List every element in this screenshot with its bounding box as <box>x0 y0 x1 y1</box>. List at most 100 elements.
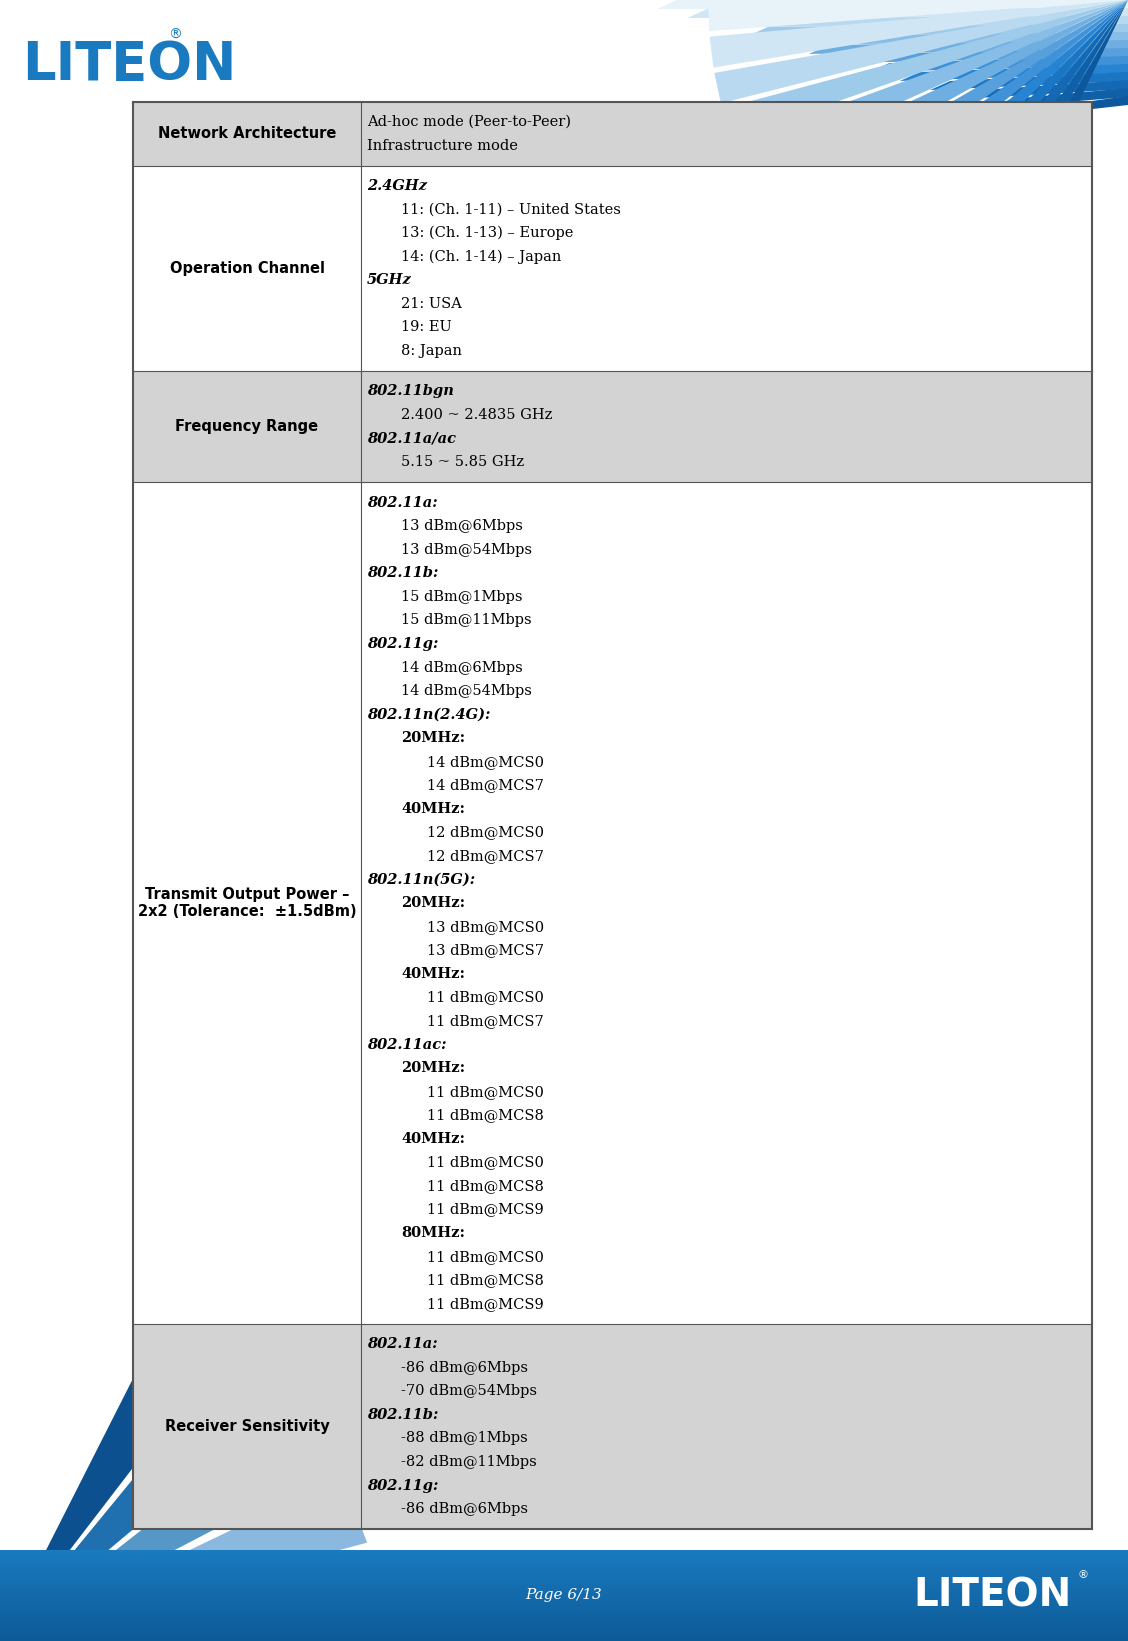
Polygon shape <box>809 39 1128 54</box>
Polygon shape <box>858 0 1128 341</box>
Text: 11 dBm@MCS8: 11 dBm@MCS8 <box>426 1273 544 1287</box>
Text: 13 dBm@MCS7: 13 dBm@MCS7 <box>426 944 544 957</box>
Text: 802.11g:: 802.11g: <box>367 1479 438 1493</box>
Polygon shape <box>748 25 1128 36</box>
Polygon shape <box>748 0 1128 205</box>
Text: 13 dBm@MCS0: 13 dBm@MCS0 <box>426 919 544 934</box>
Polygon shape <box>687 8 1128 18</box>
Text: 11 dBm@MCS0: 11 dBm@MCS0 <box>426 1085 544 1099</box>
Polygon shape <box>656 0 1128 8</box>
Text: 19: EU: 19: EU <box>402 320 452 335</box>
Text: 802.11a:: 802.11a: <box>367 1337 438 1351</box>
Polygon shape <box>1021 97 1128 117</box>
Text: LITEON: LITEON <box>23 39 237 90</box>
Text: 802.11b:: 802.11b: <box>367 1408 438 1421</box>
Polygon shape <box>990 89 1128 108</box>
Polygon shape <box>0 1347 291 1641</box>
Text: 802.11n(2.4G):: 802.11n(2.4G): <box>367 707 491 722</box>
Text: 14 dBm@54Mbps: 14 dBm@54Mbps <box>402 684 532 697</box>
Text: -86 dBm@6Mbps: -86 dBm@6Mbps <box>402 1502 528 1516</box>
Polygon shape <box>0 1301 231 1641</box>
Text: Transmit Output Power –
2x2 (Tolerance:  ±1.5dBm): Transmit Output Power – 2x2 (Tolerance: … <box>138 888 356 919</box>
Text: -86 dBm@6Mbps: -86 dBm@6Mbps <box>402 1360 528 1375</box>
Text: 2.4GHz: 2.4GHz <box>367 179 426 194</box>
Text: 12 dBm@MCS0: 12 dBm@MCS0 <box>426 825 544 840</box>
Text: 802.11a/ac: 802.11a/ac <box>367 432 456 446</box>
Text: 802.11n(5G):: 802.11n(5G): <box>367 873 475 886</box>
Text: 802.11b:: 802.11b: <box>367 566 438 581</box>
Polygon shape <box>714 0 1128 103</box>
Text: 802.11bgn: 802.11bgn <box>367 384 453 399</box>
Text: 20MHz:: 20MHz: <box>402 1062 465 1075</box>
Text: 11 dBm@MCS0: 11 dBm@MCS0 <box>426 1250 544 1264</box>
Text: LITEON: LITEON <box>914 1577 1072 1615</box>
Text: -88 dBm@1Mbps: -88 dBm@1Mbps <box>402 1431 528 1446</box>
Bar <box>133 482 1092 1324</box>
Text: 11 dBm@MCS8: 11 dBm@MCS8 <box>426 1108 544 1122</box>
Bar <box>133 1324 1092 1529</box>
Bar <box>133 166 1092 371</box>
Text: 11 dBm@MCS9: 11 dBm@MCS9 <box>426 1296 544 1311</box>
Text: 21: USA: 21: USA <box>402 297 462 310</box>
Polygon shape <box>778 33 1128 44</box>
Polygon shape <box>0 1477 367 1641</box>
Text: 11 dBm@MCS0: 11 dBm@MCS0 <box>426 1155 544 1170</box>
Polygon shape <box>931 72 1128 90</box>
Polygon shape <box>733 0 1128 172</box>
Polygon shape <box>870 56 1128 72</box>
Text: 15 dBm@11Mbps: 15 dBm@11Mbps <box>402 614 531 627</box>
Text: 13 dBm@6Mbps: 13 dBm@6Mbps <box>402 519 523 533</box>
Text: Receiver Sensitivity: Receiver Sensitivity <box>165 1419 329 1434</box>
Text: 15 dBm@1Mbps: 15 dBm@1Mbps <box>402 589 522 604</box>
Text: ®: ® <box>1077 1570 1089 1580</box>
Text: 14 dBm@6Mbps: 14 dBm@6Mbps <box>402 661 523 674</box>
Polygon shape <box>918 0 1128 379</box>
Polygon shape <box>900 64 1128 80</box>
Polygon shape <box>961 80 1128 98</box>
Text: 40MHz:: 40MHz: <box>402 967 465 981</box>
Text: 11 dBm@MCS8: 11 dBm@MCS8 <box>426 1178 544 1193</box>
Polygon shape <box>0 1636 380 1641</box>
Text: 20MHz:: 20MHz: <box>402 732 465 745</box>
Text: 14 dBm@MCS7: 14 dBm@MCS7 <box>426 778 544 793</box>
Polygon shape <box>0 1406 337 1641</box>
Text: 802.11ac:: 802.11ac: <box>367 1037 447 1052</box>
Text: 80MHz:: 80MHz: <box>402 1226 465 1241</box>
Text: Page 6/13: Page 6/13 <box>526 1588 602 1603</box>
Text: -70 dBm@54Mbps: -70 dBm@54Mbps <box>402 1385 537 1398</box>
Polygon shape <box>0 1554 380 1641</box>
Text: 40MHz:: 40MHz: <box>402 802 465 816</box>
Polygon shape <box>784 0 1128 266</box>
Text: 11 dBm@MCS0: 11 dBm@MCS0 <box>426 991 544 1004</box>
Text: 11: (Ch. 1-11) – United States: 11: (Ch. 1-11) – United States <box>402 202 622 217</box>
Text: 5GHz: 5GHz <box>367 274 412 287</box>
Polygon shape <box>887 0 1128 361</box>
Polygon shape <box>831 0 1128 318</box>
Text: ®: ® <box>168 28 182 43</box>
Text: 14: (Ch. 1-14) – Japan: 14: (Ch. 1-14) – Japan <box>402 249 562 264</box>
Text: 8: Japan: 8: Japan <box>402 345 462 358</box>
Text: 14 dBm@MCS0: 14 dBm@MCS0 <box>426 755 544 768</box>
Text: 2.400 ~ 2.4835 GHz: 2.400 ~ 2.4835 GHz <box>402 409 553 422</box>
Polygon shape <box>765 0 1128 236</box>
Text: Frequency Range: Frequency Range <box>176 420 318 435</box>
Polygon shape <box>722 0 1128 138</box>
Text: 13: (Ch. 1-13) – Europe: 13: (Ch. 1-13) – Europe <box>402 226 573 240</box>
Text: 802.11g:: 802.11g: <box>367 637 438 651</box>
Text: Infrastructure mode: Infrastructure mode <box>367 138 518 153</box>
Text: 11 dBm@MCS9: 11 dBm@MCS9 <box>426 1203 544 1216</box>
Polygon shape <box>708 0 1128 31</box>
Polygon shape <box>710 0 1128 67</box>
Text: 40MHz:: 40MHz: <box>402 1132 465 1145</box>
Text: 12 dBm@MCS7: 12 dBm@MCS7 <box>426 848 544 863</box>
Text: 13 dBm@54Mbps: 13 dBm@54Mbps <box>402 543 532 556</box>
Text: 802.11a:: 802.11a: <box>367 496 438 510</box>
Bar <box>133 102 1092 166</box>
Polygon shape <box>717 16 1128 26</box>
Bar <box>133 371 1092 482</box>
Polygon shape <box>807 0 1128 294</box>
Polygon shape <box>839 48 1128 62</box>
Text: 5.15 ~ 5.85 GHz: 5.15 ~ 5.85 GHz <box>402 455 525 469</box>
Text: 11 dBm@MCS7: 11 dBm@MCS7 <box>426 1014 544 1027</box>
Text: Ad-hoc mode (Peer-to-Peer): Ad-hoc mode (Peer-to-Peer) <box>367 115 571 130</box>
